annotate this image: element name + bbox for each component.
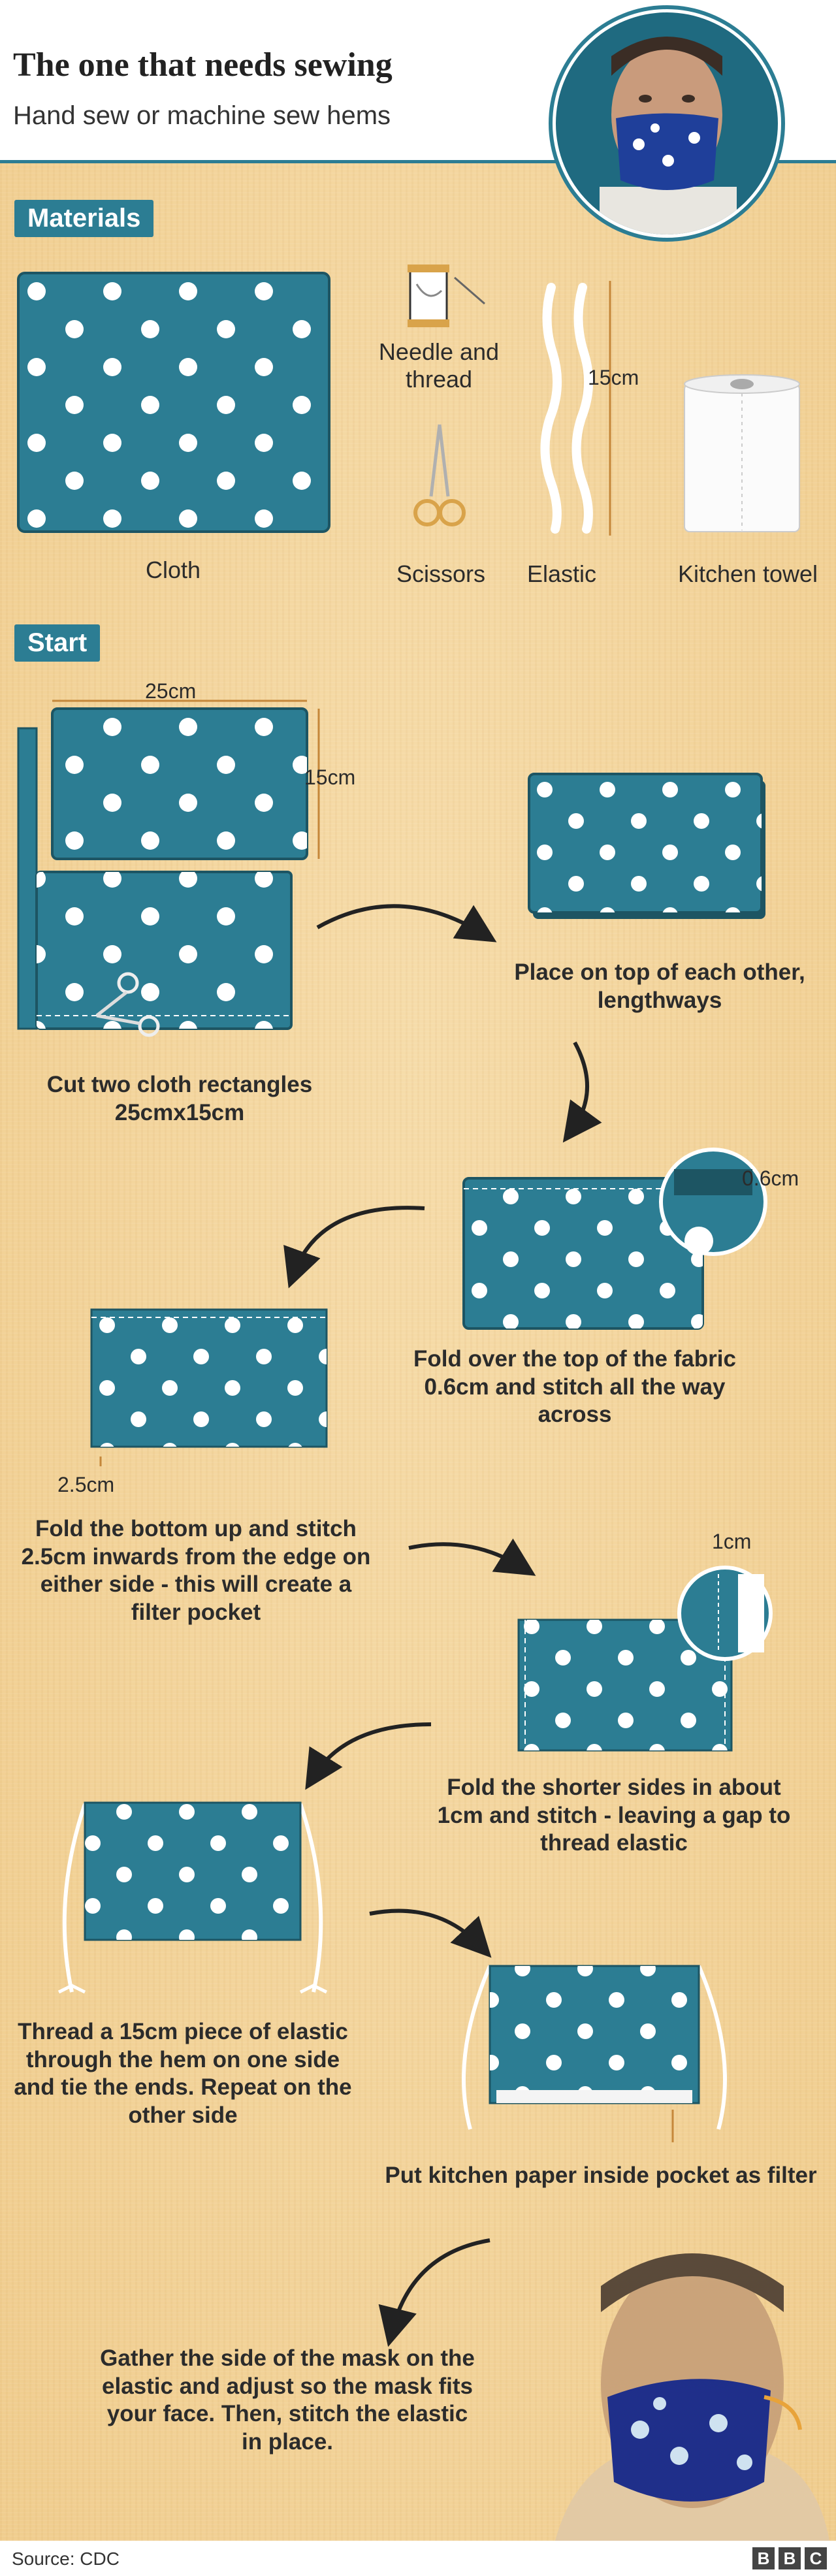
elastic-label: Elastic [526,560,597,587]
cloth-label: Cloth [145,556,201,583]
kitchen-paper-illustration [462,1965,727,2142]
wearing-mask-photo [555,2253,829,2541]
width-measurement: 25cm [145,679,197,703]
inward-measurement: 2.5cm [57,1473,115,1496]
footer: Source: CDC B B C [0,2541,836,2576]
page-title: The one that needs sewing [13,46,393,84]
scissors-label: Scissors [396,560,486,587]
step-fold-top-text: Fold over the top of the fabric 0.6cm an… [413,1346,736,1428]
kitchen-towel-label: Kitchen towel [677,560,818,587]
section-start: Start [14,624,101,662]
step-place-text: Place on top of each other, lengthways [514,959,805,1013]
logo-letter: B [779,2547,801,2569]
arrow-6 [369,1908,492,1958]
page-subtitle: Hand sew or machine sew hems [13,101,391,130]
arrow-7 [378,2238,490,2347]
step-fold-sides-text: Fold the shorter sides in about 1cm and … [437,1775,791,1856]
step-gather-text: Gather the side of the mask on the elast… [100,2345,475,2455]
fold-sides-illustration [517,1566,773,1752]
elastic-icon [540,281,611,536]
arrow-5 [305,1722,432,1790]
bbc-logo: B B C [752,2547,827,2569]
elastic-length-label: 15cm [588,366,639,389]
source-text: Source: CDC [12,2549,120,2569]
arrow-2 [562,1041,602,1143]
cut-fabric-illustration [17,700,320,1037]
thread-elastic-illustration [57,1801,328,1994]
needle-thread-icon [408,265,485,327]
cloth-image [17,272,330,533]
stacked-fabric-illustration [528,773,765,919]
fold-bottom-illustration [90,1308,328,1466]
fold-measurement: 0.6cm [742,1167,799,1190]
step-kitchen-paper-text: Put kitchen paper inside pocket as filte… [385,2163,817,2188]
kitchen-towel-icon [684,374,800,532]
presenter-avatar [549,5,785,242]
step-thread-text: Thread a 15cm piece of elastic through t… [14,2019,352,2129]
arrow-4 [408,1538,536,1576]
step-fold-bottom-text: Fold the bottom up and stitch 2.5cm inwa… [21,1516,371,1626]
scissors-icon [413,424,466,526]
section-materials: Materials [14,200,154,237]
fold-top-illustration [462,1148,767,1330]
logo-letter: B [752,2547,775,2569]
sides-measurement: 1cm [712,1530,752,1553]
arrow-1 [316,904,497,942]
step-cut-text: Cut two cloth rectangles 25cmx15cm [46,1072,313,1125]
height-measurement: 15cm [304,765,356,789]
arrow-3 [283,1206,425,1289]
needle-thread-label: Needle and thread [378,338,500,393]
logo-letter: C [805,2547,827,2569]
